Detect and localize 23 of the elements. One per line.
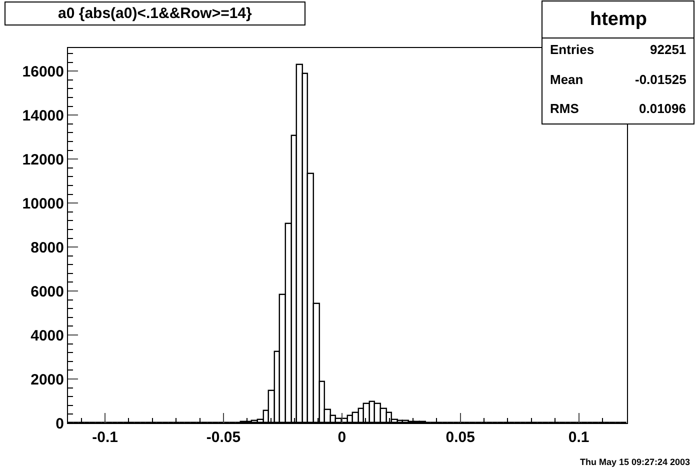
text: Thu May 15 09:27:24 2003 <box>580 457 690 467</box>
annotation: Mean <box>550 72 584 87</box>
chart-title: a0 {abs(a0)<.1&&Row>=14} <box>58 5 252 22</box>
x-tick-label: 0.05 <box>446 429 475 446</box>
y-tick-label: 6000 <box>30 283 64 300</box>
annotation: Entries <box>550 42 594 57</box>
x-tick-label: 0.1 <box>568 429 590 446</box>
y-tick-label: 0 <box>56 415 64 432</box>
x-tick-label: -0.1 <box>92 429 118 446</box>
text: -0.01525 <box>635 72 686 87</box>
y-tick-label: 4000 <box>30 327 64 344</box>
text: htemp <box>590 9 647 30</box>
x-tick-label: -0.05 <box>206 429 241 446</box>
y-tick-label: 14000 <box>22 107 64 124</box>
y-tick-label: 10000 <box>22 195 64 212</box>
x-tick-label: 0 <box>338 429 346 446</box>
y-tick-label: 12000 <box>22 151 64 168</box>
y-tick-label: 2000 <box>30 371 64 388</box>
y-tick-label: 8000 <box>30 239 64 256</box>
annotation: RMS <box>550 101 580 116</box>
y-tick-label: 16000 <box>22 63 64 80</box>
text: 0.01096 <box>639 101 686 116</box>
text: 92251 <box>650 42 686 57</box>
